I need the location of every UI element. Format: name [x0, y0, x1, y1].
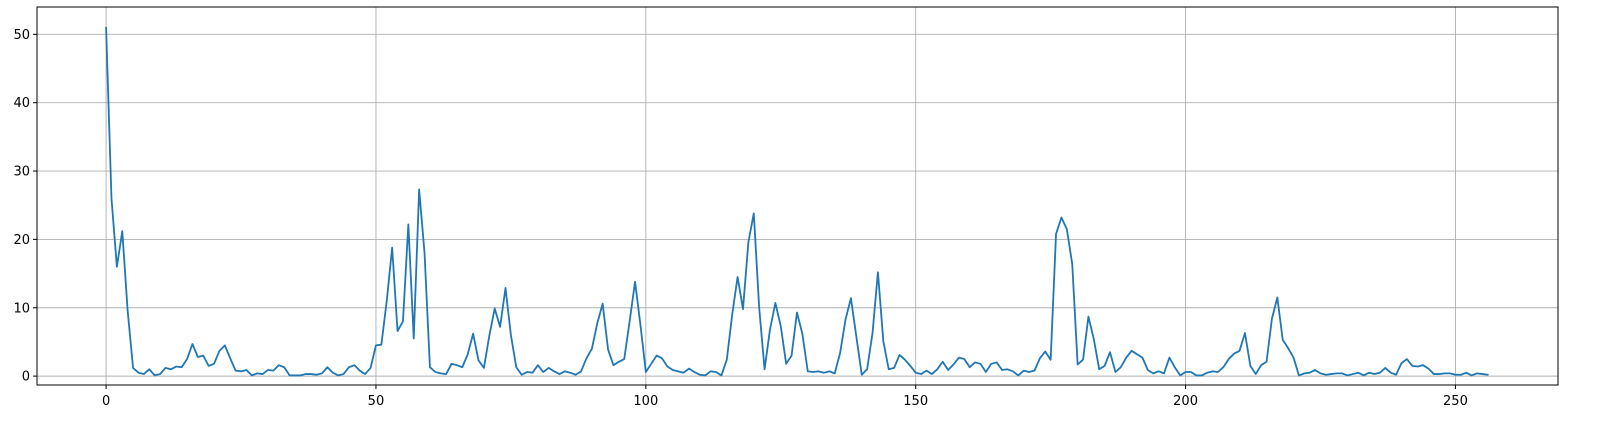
x-tick-label: 0: [102, 394, 110, 409]
x-tick-label: 250: [1443, 394, 1468, 409]
y-axis: 0 10 20 30 40 50: [13, 28, 37, 385]
x-tick-label: 150: [903, 394, 928, 409]
series-line: [105, 26, 1489, 377]
x-tick-label: 50: [368, 394, 385, 409]
y-tick-label: 0: [22, 370, 30, 385]
grid-lines: [37, 7, 1558, 385]
x-tick-label: 100: [633, 394, 658, 409]
x-tick-label: 200: [1173, 394, 1198, 409]
x-axis: 0 50 100 150 200 250: [102, 385, 1468, 409]
series-group: [105, 26, 1489, 377]
axes-frame: [36, 6, 1559, 386]
y-tick-label: 40: [13, 96, 30, 111]
y-tick-label: 10: [13, 301, 30, 316]
y-tick-label: 30: [13, 165, 30, 180]
y-tick-label: 50: [13, 28, 30, 43]
y-tick-label: 20: [13, 233, 30, 248]
